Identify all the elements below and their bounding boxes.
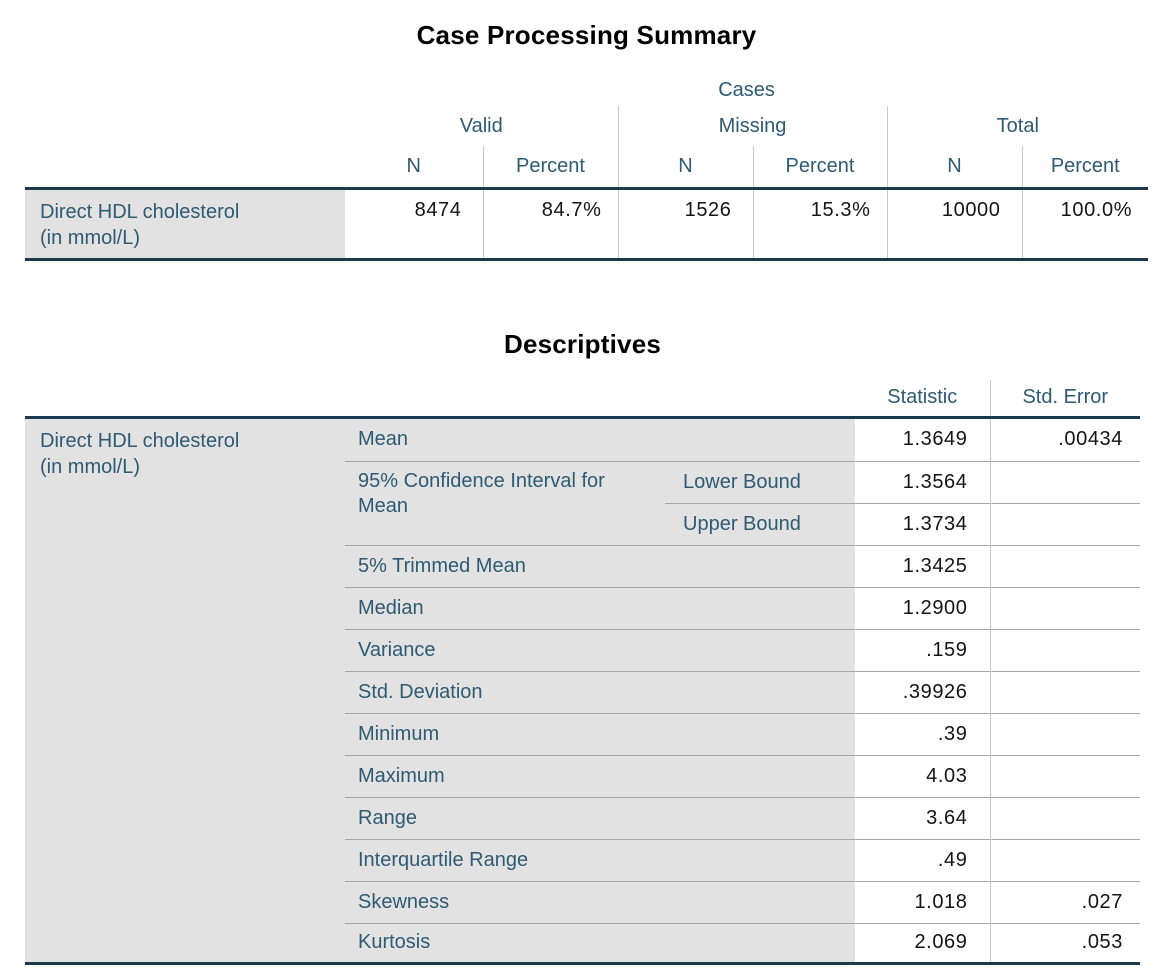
statistic-value: 1.3425 [855, 544, 990, 587]
std-error-value [989, 586, 1140, 629]
table-row-kurtosis: Kurtosis 2.069 .053 [25, 922, 1140, 965]
statistic-value: 1.018 [855, 880, 990, 923]
sub-label-lower-bound: Lower Bound [665, 460, 855, 503]
stat-label: Maximum [345, 754, 855, 797]
variable-label-line2: (in mmol/L) [40, 226, 141, 249]
std-error-value [989, 670, 1140, 713]
stat-label: Kurtosis [345, 922, 855, 965]
std-error-value [989, 502, 1140, 545]
std-error-value: .00434 [989, 415, 1140, 461]
variable-label-line1: Direct HDL cholesterol [40, 429, 240, 452]
stat-label: Interquartile Range [345, 838, 855, 881]
table-row-skewness: Skewness 1.018 .027 [25, 880, 1140, 923]
table-row-std-deviation: Std. Deviation .39926 [25, 670, 1140, 713]
stat-label: Variance [345, 628, 855, 671]
missing-n-cell: 1526 [617, 186, 753, 261]
statistic-value: 1.2900 [855, 586, 990, 629]
std-error-value [989, 838, 1140, 881]
total-percent-cell: 100.0% [1021, 186, 1149, 261]
cases-spanner-label: Cases [718, 78, 775, 101]
table-row: Direct HDL cholesterol (in mmol/L) 8474 … [25, 186, 1149, 261]
case-processing-summary-title: Case Processing Summary [416, 20, 757, 50]
total-n-header: N [886, 146, 1022, 188]
sub-header-row: N Percent N Percent N Percent [25, 146, 1149, 188]
std-error-column-header: Std. Error [989, 380, 1140, 417]
statistic-value: 2.069 [855, 922, 990, 965]
statistic-value: 1.3564 [855, 460, 990, 503]
stat-label-confidence-interval: 95% Confidence Interval for Mean [345, 460, 665, 545]
group-header-row: Valid Missing Total [25, 106, 1149, 146]
std-error-value [989, 460, 1140, 503]
missing-percent-cell: 15.3% [752, 186, 887, 261]
stub-spacer [25, 380, 855, 417]
table-row-maximum: Maximum 4.03 [25, 754, 1140, 797]
std-error-value [989, 628, 1140, 671]
statistic-value: .39926 [855, 670, 990, 713]
statistic-value: .39 [855, 712, 990, 755]
stub-spacer [25, 74, 345, 106]
std-error-value: .027 [989, 880, 1140, 923]
valid-n-header: N [406, 154, 421, 177]
statistic-value: 3.64 [855, 796, 990, 839]
table-row-variance: Variance .159 [25, 628, 1140, 671]
total-percent-header: Percent [1021, 146, 1149, 188]
stub-spacer [25, 146, 345, 188]
std-error-value [989, 544, 1140, 587]
stub-spacer [25, 106, 345, 146]
stat-label: Range [345, 796, 855, 839]
cases-spanner-row: Cases [25, 74, 1148, 106]
sub-label-upper-bound: Upper Bound [665, 502, 855, 545]
descriptives-header-row: Statistic Std. Error [25, 380, 1140, 417]
std-error-value [989, 754, 1140, 797]
case-processing-summary-table[interactable]: Cases Valid Missing Total N Percent N Pe… [25, 74, 1149, 261]
variable-label-line2: (in mmol/L) [40, 455, 141, 478]
stat-label: Std. Deviation [345, 670, 855, 713]
missing-n-header: N [617, 146, 753, 188]
table-row-mean: Direct HDL cholesterol (in mmol/L) Mean … [25, 415, 1140, 965]
table-row-minimum: Minimum .39 [25, 712, 1140, 755]
stat-label-mean: Mean [345, 415, 855, 461]
statistic-value: .49 [855, 838, 990, 881]
table-row-ci-upper: Upper Bound 1.3734 [25, 502, 1140, 545]
std-error-value [989, 796, 1140, 839]
total-n-cell: 10000 [886, 186, 1022, 261]
group-header-valid: Valid [459, 114, 503, 137]
descriptives-title: Descriptives [503, 329, 662, 359]
table-row-ci-lower: 95% Confidence Interval for Mean Lower B… [25, 460, 1140, 545]
std-error-value: .053 [989, 922, 1140, 965]
statistic-value: .159 [855, 628, 990, 671]
variable-label-cell: Direct HDL cholesterol (in mmol/L) [25, 186, 345, 261]
stat-label: Skewness [345, 880, 855, 923]
stat-label: Minimum [345, 712, 855, 755]
descriptives-table[interactable]: Statistic Std. Error Direct HDL choleste… [25, 380, 1140, 965]
valid-n-cell: 8474 [345, 186, 483, 261]
std-error-value [989, 712, 1140, 755]
table-row-median: Median 1.2900 [25, 586, 1140, 629]
table-row-trimmed-mean: 5% Trimmed Mean 1.3425 [25, 544, 1140, 587]
statistic-value: 1.3649 [855, 415, 990, 461]
group-header-missing: Missing [617, 106, 887, 146]
table-row-range: Range 3.64 [25, 796, 1140, 839]
valid-percent-header: Percent [482, 146, 618, 188]
missing-percent-header: Percent [752, 146, 887, 188]
table-row-interquartile-range: Interquartile Range .49 [25, 838, 1140, 881]
valid-percent-cell: 84.7% [482, 186, 618, 261]
stat-label: Median [345, 586, 855, 629]
statistic-value: 1.3734 [855, 502, 990, 545]
statistic-value: 4.03 [855, 754, 990, 797]
statistic-column-header: Statistic [887, 386, 958, 409]
variable-label-line1: Direct HDL cholesterol [40, 200, 240, 223]
group-header-total: Total [886, 106, 1149, 146]
variable-label-cell: Direct HDL cholesterol (in mmol/L) [25, 415, 345, 965]
stat-label: 5% Trimmed Mean [345, 544, 855, 587]
